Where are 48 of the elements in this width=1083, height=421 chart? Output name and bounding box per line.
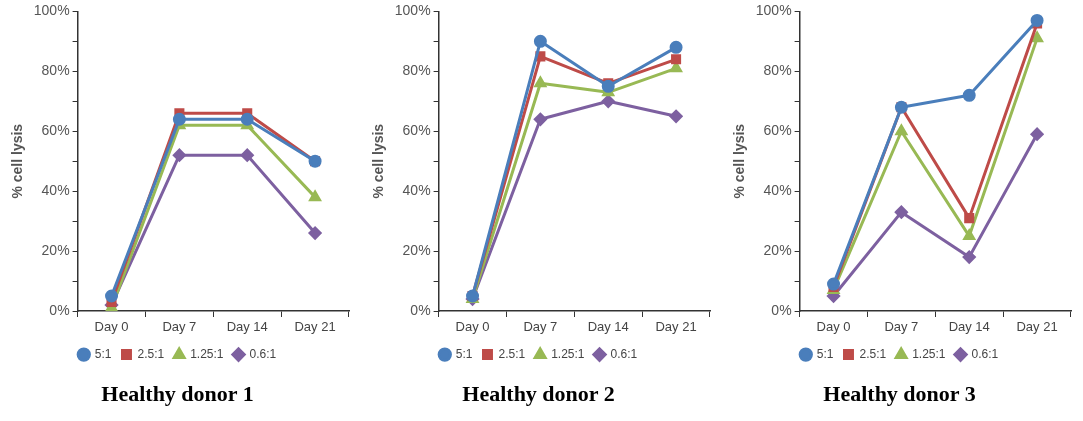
x-tick-label: Day 7 bbox=[523, 319, 558, 335]
x-tick-label: Day 21 bbox=[294, 319, 336, 335]
text: Healthy donor 2 bbox=[462, 381, 615, 407]
y-tick-label: 20% bbox=[402, 241, 431, 258]
legend-label: 5:1 bbox=[455, 346, 473, 361]
y-tick-label: 40% bbox=[402, 182, 431, 199]
x-tick-label: Day 14 bbox=[948, 319, 990, 335]
y-tick-label: 60% bbox=[763, 122, 792, 139]
x-tick-label: Day 7 bbox=[884, 319, 919, 335]
y-tick-label: 40% bbox=[41, 182, 70, 199]
x-tick-label: Day 21 bbox=[655, 319, 697, 335]
y-tick-label: 100% bbox=[755, 2, 792, 19]
legend-label: 0.6:1 bbox=[249, 346, 277, 361]
y-tick-label: 0% bbox=[771, 301, 792, 318]
legend-label: 0.6:1 bbox=[610, 346, 638, 361]
y-tick-label: 100% bbox=[394, 2, 431, 19]
x-tick-label: Day 0 bbox=[94, 319, 129, 335]
legend-label: 2.5:1 bbox=[137, 346, 165, 361]
text: Healthy donor 3 bbox=[823, 381, 976, 407]
y-tick-label: 40% bbox=[763, 182, 792, 199]
x-tick-label: Day 0 bbox=[816, 319, 851, 335]
y-tick-label: 80% bbox=[402, 62, 431, 79]
legend-label: 1.25:1 bbox=[551, 346, 585, 361]
legend-label: 1.25:1 bbox=[190, 346, 224, 361]
x-tick-label: Day 14 bbox=[587, 319, 629, 335]
y-tick-label: 60% bbox=[41, 122, 70, 139]
y-tick-label: 100% bbox=[33, 2, 70, 19]
legend-label: 0.6:1 bbox=[971, 346, 999, 361]
legend-label: 2.5:1 bbox=[498, 346, 526, 361]
y-tick-label: 60% bbox=[402, 122, 431, 139]
text: Healthy donor 1 bbox=[101, 381, 254, 407]
legend-label: 1.25:1 bbox=[912, 346, 946, 361]
y-axis-title: % cell lysis bbox=[370, 123, 387, 199]
y-tick-label: 20% bbox=[41, 241, 70, 258]
y-axis-title: % cell lysis bbox=[9, 123, 26, 199]
y-tick-label: 80% bbox=[41, 62, 70, 79]
legend-label: 5:1 bbox=[816, 346, 834, 361]
y-tick-label: 80% bbox=[763, 62, 792, 79]
y-axis-title: % cell lysis bbox=[731, 123, 748, 199]
y-tick-label: 0% bbox=[410, 301, 431, 318]
x-tick-label: Day 0 bbox=[455, 319, 490, 335]
legend-label: 2.5:1 bbox=[859, 346, 887, 361]
legend-label: 5:1 bbox=[94, 346, 112, 361]
x-tick-label: Day 21 bbox=[1016, 319, 1058, 335]
x-tick-label: Day 7 bbox=[162, 319, 197, 335]
x-tick-label: Day 14 bbox=[226, 319, 268, 335]
y-tick-label: 0% bbox=[49, 301, 70, 318]
y-tick-label: 20% bbox=[763, 241, 792, 258]
